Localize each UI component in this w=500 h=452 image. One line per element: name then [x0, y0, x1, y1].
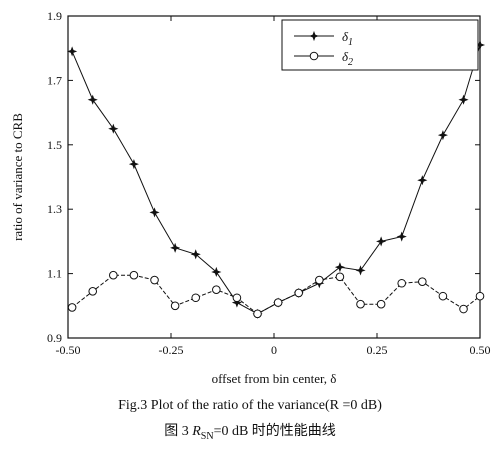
- legend-label-s1: δ1: [342, 29, 353, 48]
- data-point-circle: [459, 304, 468, 314]
- data-point-circle: [170, 301, 180, 311]
- data-point-circle: [109, 270, 118, 280]
- data-point-circle: [67, 303, 77, 312]
- legend: δ1 δ2: [281, 19, 479, 71]
- series-2: [67, 270, 485, 319]
- chart: -0.50 -0.25 0 0.25 0.50 0.9 1.1 1.3 1.5 1.7 1.9 o…: [10, 9, 491, 386]
- y-axis-ticks: 0.9 1.1 1.3 1.5 1.7 1.9: [47, 9, 480, 345]
- data-point-circle: [438, 291, 448, 301]
- figure-caption-chinese: 图 3 RSN=0 dB 时的性能曲线: [0, 420, 500, 442]
- y-tick-label: 1.9: [47, 9, 62, 23]
- data-point-circle: [150, 275, 159, 285]
- x-tick-label: 0.50: [470, 343, 491, 357]
- x-axis-label: offset from bin center, δ: [212, 371, 337, 386]
- y-tick-label: 1.5: [47, 138, 62, 152]
- caption-zh-sub: SN: [200, 430, 214, 442]
- data-point-star: [128, 159, 139, 170]
- data-point-circle: [129, 270, 139, 280]
- data-point-circle: [376, 299, 386, 309]
- legend-star-marker: [308, 30, 320, 42]
- caption-zh-r: R: [192, 424, 201, 439]
- data-point-circle: [253, 309, 262, 319]
- data-point-star: [190, 249, 201, 260]
- data-point-circle: [356, 299, 365, 309]
- x-tick-label: 0.25: [367, 343, 388, 357]
- data-point-star: [67, 46, 78, 57]
- data-point-circle: [232, 293, 242, 303]
- legend-circle-marker: [309, 51, 319, 61]
- data-point-circle: [88, 287, 98, 296]
- data-point-circle: [273, 298, 283, 307]
- y-tick-label: 1.7: [47, 73, 62, 87]
- x-tick-label: -0.25: [159, 343, 184, 357]
- series-layer: [67, 39, 486, 319]
- data-point-circle: [212, 285, 221, 295]
- data-point-star: [108, 123, 119, 134]
- legend-marker-s1: [308, 30, 320, 42]
- figure-caption-english: Fig.3 Plot of the ratio of the variance(…: [118, 398, 382, 413]
- data-point-star: [396, 231, 407, 242]
- x-tick-label: 0: [271, 343, 277, 357]
- x-axis-ticks: -0.50 -0.25 0 0.25 0.50: [56, 16, 491, 357]
- caption-zh-suffix: =0 dB 时的性能曲线: [213, 424, 336, 439]
- data-point-circle: [315, 275, 324, 285]
- data-point-star: [334, 262, 345, 273]
- legend-label-s2: δ2: [342, 49, 353, 68]
- data-point-star: [376, 236, 387, 247]
- data-point-star: [458, 94, 469, 105]
- y-tick-label: 1.3: [47, 202, 62, 216]
- y-axis-label: ratio of variance to CRB: [10, 113, 25, 241]
- data-point-star: [437, 130, 448, 141]
- data-point-circle: [335, 272, 345, 282]
- data-point-circle: [418, 277, 427, 286]
- data-point-star: [87, 94, 98, 105]
- data-point-star: [211, 266, 222, 278]
- caption-zh-prefix: 图 3: [164, 424, 193, 439]
- legend-box: [281, 19, 479, 71]
- data-point-circle: [397, 278, 407, 288]
- y-tick-label: 0.9: [47, 331, 62, 345]
- data-point-star: [417, 175, 428, 186]
- data-point-circle: [475, 291, 485, 301]
- data-point-star: [355, 265, 366, 276]
- x-tick-label: -0.50: [56, 343, 81, 357]
- y-tick-label: 1.1: [47, 267, 62, 281]
- data-point-circle: [191, 293, 201, 303]
- data-point-star: [149, 207, 160, 218]
- data-point-star: [170, 242, 181, 253]
- data-point-circle: [294, 288, 304, 298]
- legend-marker-s2: [309, 51, 319, 61]
- data-point-star: [231, 297, 242, 308]
